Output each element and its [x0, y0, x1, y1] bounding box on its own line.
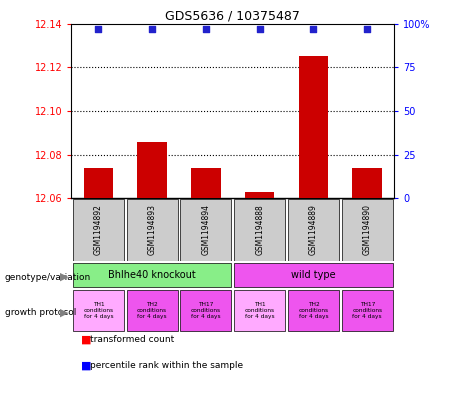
- Text: TH1
conditions
for 4 days: TH1 conditions for 4 days: [83, 302, 113, 319]
- Bar: [191, 168, 221, 198]
- Bar: [234, 290, 285, 331]
- Point: [364, 26, 371, 32]
- Bar: [299, 56, 328, 198]
- Text: GSM1194893: GSM1194893: [148, 204, 157, 255]
- Bar: [73, 199, 124, 261]
- Text: transformed count: transformed count: [90, 336, 174, 344]
- Bar: [73, 290, 124, 331]
- Text: GSM1194889: GSM1194889: [309, 204, 318, 255]
- Text: ▶: ▶: [60, 307, 68, 318]
- Bar: [180, 290, 231, 331]
- Bar: [288, 290, 339, 331]
- Text: GSM1194892: GSM1194892: [94, 204, 103, 255]
- Point: [202, 26, 210, 32]
- Text: ■: ■: [81, 335, 91, 345]
- Text: ■: ■: [81, 360, 91, 371]
- Bar: [127, 290, 177, 331]
- Bar: [342, 199, 393, 261]
- Point: [310, 26, 317, 32]
- Bar: [353, 168, 382, 198]
- Bar: [83, 168, 113, 198]
- Text: TH2
conditions
for 4 days: TH2 conditions for 4 days: [137, 302, 167, 319]
- Text: wild type: wild type: [291, 270, 336, 280]
- Text: growth protocol: growth protocol: [5, 308, 76, 317]
- Text: GSM1194888: GSM1194888: [255, 204, 264, 255]
- Point: [95, 26, 102, 32]
- Bar: [234, 199, 285, 261]
- Bar: [288, 199, 339, 261]
- Text: TH2
conditions
for 4 days: TH2 conditions for 4 days: [298, 302, 329, 319]
- Bar: [180, 199, 231, 261]
- Text: percentile rank within the sample: percentile rank within the sample: [90, 361, 243, 370]
- Text: TH17
conditions
for 4 days: TH17 conditions for 4 days: [191, 302, 221, 319]
- Bar: [73, 263, 231, 287]
- Text: GSM1194890: GSM1194890: [363, 204, 372, 255]
- Bar: [127, 199, 177, 261]
- Title: GDS5636 / 10375487: GDS5636 / 10375487: [165, 9, 300, 22]
- Point: [148, 26, 156, 32]
- Point: [256, 26, 263, 32]
- Bar: [342, 290, 393, 331]
- Bar: [137, 141, 167, 198]
- Bar: [245, 192, 274, 198]
- Text: genotype/variation: genotype/variation: [5, 273, 91, 281]
- Text: GSM1194894: GSM1194894: [201, 204, 210, 255]
- Text: Bhlhe40 knockout: Bhlhe40 knockout: [108, 270, 196, 280]
- Text: TH17
conditions
for 4 days: TH17 conditions for 4 days: [352, 302, 382, 319]
- Text: TH1
conditions
for 4 days: TH1 conditions for 4 days: [245, 302, 275, 319]
- Bar: [234, 263, 393, 287]
- Text: ▶: ▶: [60, 272, 68, 282]
